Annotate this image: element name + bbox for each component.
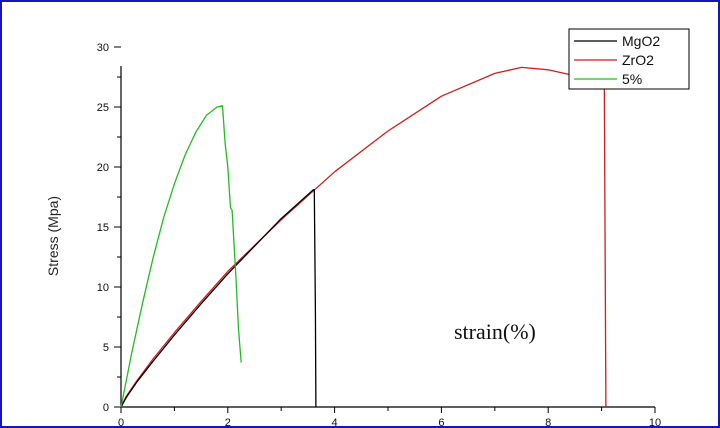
y-tick-label: 10 [97,282,109,294]
legend-label: ZrO2 [622,52,654,68]
x-tick-label: 2 [225,417,231,428]
y-tick-label: 20 [97,162,109,174]
y-tick-label: 0 [103,402,109,414]
legend-label: MgO2 [622,33,660,49]
x-tick-label: 8 [545,417,551,428]
series-line-mgo2 [120,189,317,408]
series-line-zro2 [120,66,607,408]
x-tick-label: 4 [332,417,338,428]
x-tick-label: 10 [649,417,661,428]
series-line-5 [120,105,242,408]
y-tick-label: 15 [97,222,109,234]
y-tick-label: 5 [103,342,109,354]
x-ticks: 0 2 4 6 8 10 [118,407,661,428]
x-tick-label: 0 [118,417,124,428]
y-axis-label: Stress (Mpa) [45,196,61,276]
x-tick-label: 6 [438,417,444,428]
y-tick-label: 30 [97,42,109,54]
y-ticks: 0 5 10 15 20 25 30 [97,42,121,414]
strain-annotation: strain(%) [454,319,536,344]
legend: MgO2 ZrO2 5% [568,28,690,90]
series-layer [120,66,607,408]
y-tick-label: 25 [97,102,109,114]
legend-label: 5% [622,71,642,87]
